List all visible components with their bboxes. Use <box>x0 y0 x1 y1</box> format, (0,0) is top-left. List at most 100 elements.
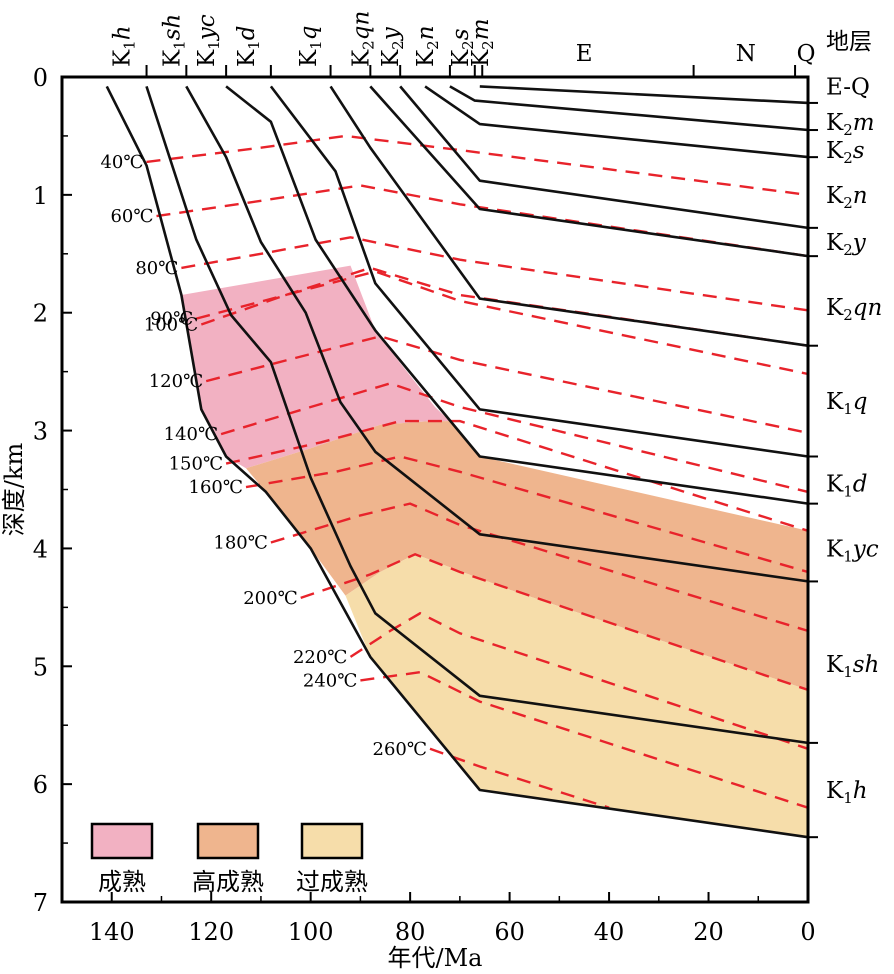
y-tick-label: 7 <box>33 889 48 917</box>
top-unit-label: K1h <box>110 25 139 67</box>
burial-curve-6 <box>269 85 809 458</box>
top-unit-label: N <box>736 41 756 67</box>
zone-1 <box>246 421 808 690</box>
top-unit-label-suffix: d <box>234 26 260 41</box>
strata-label: E-Q <box>826 74 870 100</box>
strata-label-base: K <box>826 110 844 136</box>
top-unit-label-suffix: n <box>413 25 439 40</box>
strata-label-suffix: m <box>853 110 875 136</box>
strata-label-base: K <box>826 536 844 562</box>
top-unit-label-base: K <box>159 49 185 67</box>
x-axis-title: 年代/Ma <box>388 944 483 972</box>
top-unit-label: K1q <box>296 26 325 67</box>
top-unit-label-sub: 2 <box>459 40 477 50</box>
top-unit-label-suffix: qn <box>348 11 374 41</box>
x-tick-label: 60 <box>494 918 525 946</box>
top-unit-label-sub: 1 <box>245 40 263 50</box>
strata-label-suffix: qn <box>853 295 883 321</box>
top-unit-label: E <box>576 41 593 67</box>
strata-label: K1h <box>826 778 868 807</box>
x-tick-label: 100 <box>288 918 334 946</box>
isotherm-line-9 <box>270 502 809 633</box>
top-unit-label: K1sh <box>159 14 188 67</box>
isotherm-label: 120℃ <box>149 371 204 392</box>
burial-curve-0 <box>479 85 809 105</box>
y-tick-label: 5 <box>33 653 48 681</box>
strata-label-base: K <box>826 652 844 678</box>
strata-label-suffix: s <box>853 138 865 164</box>
isotherm-label: 260℃ <box>373 739 428 760</box>
burial-curve-5 <box>329 85 809 347</box>
strata-label-base: K <box>826 138 844 164</box>
top-unit-label-base: K <box>234 49 260 67</box>
top-unit-label-base: K <box>296 49 322 67</box>
x-tick-label: 40 <box>594 918 625 946</box>
top-unit-label-base: K <box>448 49 474 67</box>
top-unit-label-suffix: yc <box>194 14 220 41</box>
isotherm-line-2 <box>181 236 809 312</box>
strata-label-suffix: h <box>853 778 868 804</box>
top-unit-label: K2y <box>378 26 407 67</box>
maturity-zones <box>181 265 808 838</box>
strata-label-sub: 2 <box>843 194 853 212</box>
strata-label-sub: 1 <box>843 400 853 418</box>
strata-label-suffix: q <box>853 389 868 415</box>
legend-swatch-1 <box>196 822 260 860</box>
top-unit-label-base: K <box>194 49 220 67</box>
legend-swatch-2 <box>300 822 364 860</box>
strata-label: K1sh <box>826 652 879 681</box>
strata-label: K2n <box>826 183 868 212</box>
top-unit-label-sub: 2 <box>479 40 497 50</box>
isotherm-label: 140℃ <box>164 424 219 445</box>
strata-label-sub: 2 <box>843 149 853 167</box>
burial-curve-1 <box>449 85 809 132</box>
burial-curve-8 <box>185 85 809 583</box>
y-tick-label: 2 <box>33 300 48 328</box>
strata-label-sub: 1 <box>843 483 853 501</box>
top-unit-label: K2s <box>448 28 477 67</box>
isotherm-label: 100℃ <box>144 315 199 336</box>
top-unit-label: Q <box>797 41 816 67</box>
y-tick-label: 3 <box>33 418 48 446</box>
strata-label-suffix: sh <box>853 652 880 678</box>
x-tick-label: 20 <box>693 918 724 946</box>
zone-0 <box>181 265 450 469</box>
top-unit-label-base: K <box>110 49 136 67</box>
y-axis-title: 深度/km <box>0 443 28 537</box>
top-unit-label-sub: 1 <box>307 40 325 50</box>
burial-curve-2 <box>424 85 809 159</box>
isotherm-label: 90℃ <box>150 309 193 330</box>
isotherm-label: 150℃ <box>169 454 224 475</box>
strata-label: K1yc <box>826 536 879 565</box>
top-unit-label-sub: 2 <box>389 40 407 50</box>
isotherm-line-11 <box>349 611 809 750</box>
isotherm-line-1 <box>156 184 809 258</box>
strata-label-sub: 2 <box>843 121 853 139</box>
strata-label-sub: 1 <box>843 789 853 807</box>
top-unit-label: K1d <box>234 26 263 67</box>
y-tick-label: 1 <box>33 182 48 210</box>
top-unit-label-suffix: y <box>378 26 404 41</box>
burial-curve-3 <box>399 85 809 230</box>
top-unit-label-suffix: sh <box>159 14 185 41</box>
legend-label: 过成熟 <box>296 868 368 896</box>
strata-label-base: K <box>826 389 844 415</box>
strata-label-base: K <box>826 472 844 498</box>
isotherm-line-5 <box>205 335 809 435</box>
x-tick-label: 140 <box>89 918 135 946</box>
strata-label-sub: 1 <box>843 547 853 565</box>
burial-curve-4 <box>369 85 809 258</box>
y-tick-label: 0 <box>33 64 48 92</box>
burial-curve-10 <box>105 85 809 839</box>
top-unit-label-suffix: m <box>468 18 494 40</box>
isotherm-label: 240℃ <box>303 670 358 691</box>
strata-label: K2m <box>826 110 875 139</box>
top-unit-label: K2qn <box>348 11 377 67</box>
strata-label-sub: 2 <box>843 241 853 259</box>
top-unit-label-sub: 1 <box>205 40 223 50</box>
y-tick-label: 6 <box>33 771 48 799</box>
top-unit-label-sub: 2 <box>424 40 442 50</box>
isotherm-label: 40℃ <box>100 152 143 173</box>
burial-curve-9 <box>145 85 809 745</box>
